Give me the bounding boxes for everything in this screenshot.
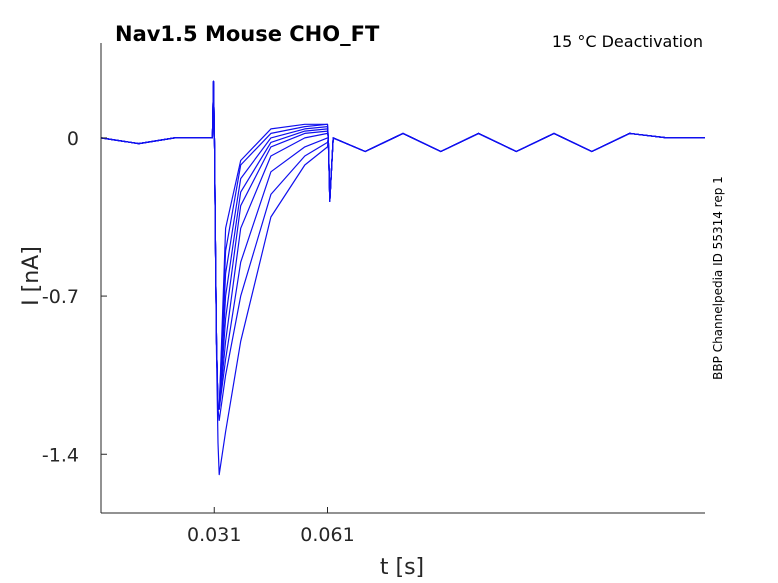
series-line-6	[100, 80, 705, 410]
y-tick-label: 0	[67, 128, 79, 150]
y-tick-label: -1.4	[42, 444, 79, 466]
side-label: BBP Channelpedia ID 55314 rep 1	[711, 176, 725, 380]
series-line-7	[100, 80, 705, 410]
series-line-8	[100, 80, 705, 421]
x-tick-label: 0.031	[187, 524, 241, 546]
y-axis-label: I [nA]	[19, 246, 44, 306]
series-line-9	[100, 80, 705, 476]
chart-subtitle: 15 °C Deactivation	[552, 32, 703, 51]
x-axis-label: t [s]	[380, 555, 424, 580]
ticks: 0.031 0.061 0 -0.7 -1.4	[42, 128, 355, 546]
chart-title: Nav1.5 Mouse CHO_FT	[115, 22, 380, 46]
series-line-5	[100, 80, 705, 410]
series-line-1	[100, 80, 705, 410]
traces	[100, 80, 705, 476]
x-tick-label: 0.061	[300, 524, 354, 546]
series-line-4	[100, 80, 705, 410]
y-tick-label: -0.7	[42, 286, 79, 308]
series-line-3	[100, 80, 705, 410]
series-line-2	[100, 80, 705, 410]
